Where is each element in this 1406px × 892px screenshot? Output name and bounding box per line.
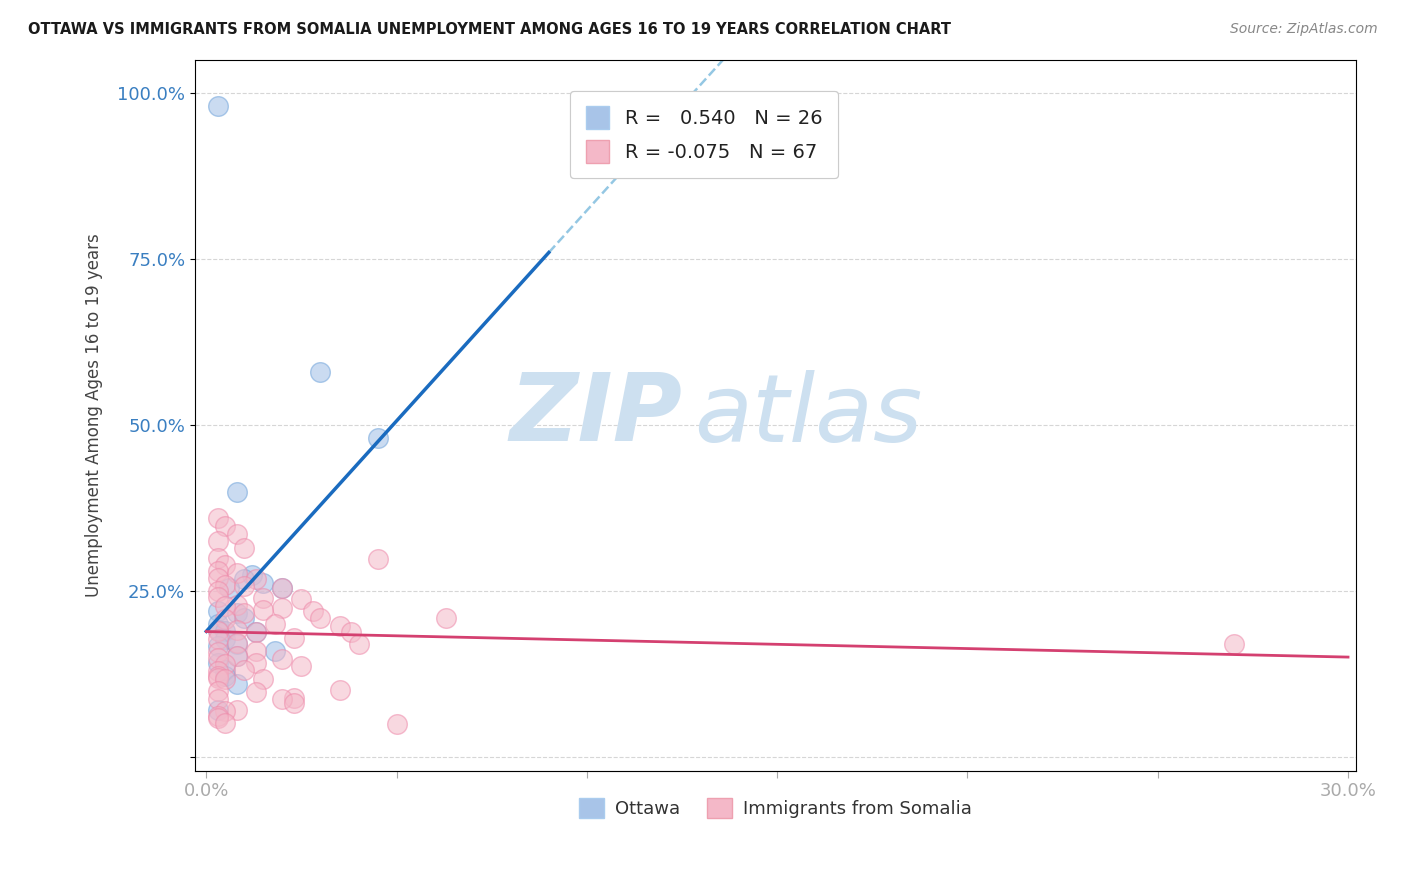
Point xyxy=(207,710,229,724)
Point xyxy=(214,599,236,613)
Point xyxy=(207,590,229,604)
Point xyxy=(309,365,332,379)
Point xyxy=(218,581,240,595)
Point xyxy=(252,603,274,617)
Point xyxy=(245,685,267,699)
Point xyxy=(214,558,236,572)
Point xyxy=(214,715,236,730)
Point xyxy=(340,625,363,640)
Point xyxy=(385,717,408,731)
Point xyxy=(225,649,247,664)
Point xyxy=(1223,637,1246,651)
Point xyxy=(290,658,312,673)
Point xyxy=(225,702,247,716)
Point xyxy=(233,579,256,593)
Point xyxy=(367,552,389,566)
Point xyxy=(207,571,229,585)
Point xyxy=(309,611,332,625)
Point xyxy=(271,652,294,666)
Point xyxy=(328,682,350,697)
Point xyxy=(252,672,274,686)
Point xyxy=(233,611,256,625)
Point xyxy=(207,671,229,685)
Point xyxy=(225,623,247,637)
Point xyxy=(207,664,229,678)
Point xyxy=(214,519,236,533)
Point xyxy=(207,564,229,578)
Point xyxy=(225,484,247,499)
Point xyxy=(240,567,263,582)
Point xyxy=(271,692,294,706)
Point xyxy=(263,617,285,632)
Point xyxy=(214,657,236,672)
Point xyxy=(225,637,247,651)
Text: OTTAWA VS IMMIGRANTS FROM SOMALIA UNEMPLOYMENT AMONG AGES 16 TO 19 YEARS CORRELA: OTTAWA VS IMMIGRANTS FROM SOMALIA UNEMPL… xyxy=(28,22,950,37)
Point xyxy=(214,672,236,686)
Point xyxy=(233,606,256,620)
Point xyxy=(207,617,229,632)
Point xyxy=(233,572,256,586)
Point xyxy=(207,584,229,599)
Point xyxy=(283,631,305,645)
Y-axis label: Unemployment Among Ages 16 to 19 years: Unemployment Among Ages 16 to 19 years xyxy=(86,234,103,597)
Point xyxy=(271,581,294,595)
Point xyxy=(214,663,236,677)
Point xyxy=(347,637,370,651)
Point xyxy=(225,566,247,580)
Point xyxy=(290,592,312,607)
Point xyxy=(271,581,294,595)
Point xyxy=(214,624,236,639)
Point xyxy=(207,632,229,646)
Point xyxy=(252,591,274,605)
Point xyxy=(225,636,247,650)
Point xyxy=(214,669,236,683)
Point xyxy=(252,576,274,591)
Point xyxy=(214,577,236,591)
Point xyxy=(207,692,229,706)
Point xyxy=(434,611,457,625)
Point xyxy=(207,551,229,566)
Text: ZIP: ZIP xyxy=(509,369,682,461)
Point xyxy=(283,690,305,705)
Point xyxy=(207,511,229,525)
Point xyxy=(225,598,247,612)
Point xyxy=(302,604,325,618)
Point xyxy=(233,541,256,555)
Point xyxy=(214,632,236,646)
Point xyxy=(245,625,267,640)
Point xyxy=(367,431,389,445)
Point xyxy=(207,656,229,670)
Point xyxy=(245,644,267,658)
Point xyxy=(233,663,256,677)
Point xyxy=(225,677,247,691)
Point xyxy=(271,600,294,615)
Point xyxy=(207,645,229,659)
Point xyxy=(207,669,229,683)
Point xyxy=(207,534,229,549)
Point xyxy=(207,639,229,653)
Point xyxy=(245,656,267,670)
Text: Source: ZipAtlas.com: Source: ZipAtlas.com xyxy=(1230,22,1378,37)
Point xyxy=(225,606,247,620)
Point xyxy=(207,99,229,113)
Point xyxy=(328,619,350,633)
Point xyxy=(207,604,229,618)
Point xyxy=(207,684,229,698)
Point xyxy=(207,702,229,716)
Text: atlas: atlas xyxy=(695,369,922,460)
Point xyxy=(245,625,267,640)
Point xyxy=(283,696,305,710)
Point xyxy=(245,572,267,586)
Point xyxy=(207,624,229,639)
Point xyxy=(225,649,247,664)
Point xyxy=(225,527,247,541)
Legend: Ottawa, Immigrants from Somalia: Ottawa, Immigrants from Somalia xyxy=(571,790,979,826)
Point xyxy=(214,612,236,626)
Point xyxy=(263,644,285,658)
Point xyxy=(207,623,229,637)
Point xyxy=(207,709,229,723)
Point xyxy=(207,650,229,665)
Point xyxy=(214,704,236,718)
